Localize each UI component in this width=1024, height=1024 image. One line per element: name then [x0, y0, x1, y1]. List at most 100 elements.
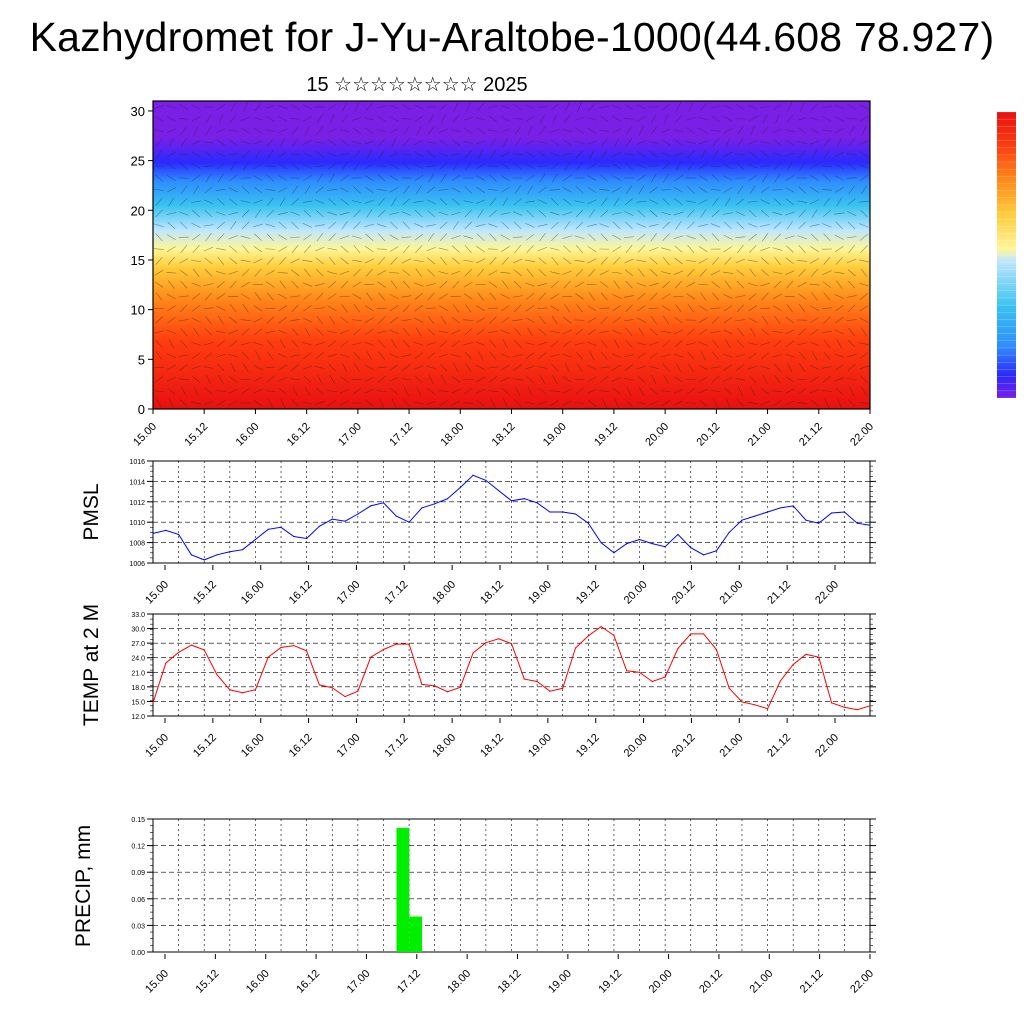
data-point	[472, 652, 474, 654]
wind-barb	[513, 364, 522, 371]
wind-barb	[588, 103, 596, 111]
wind-barb	[278, 305, 288, 312]
x-tick-label: 16.12	[287, 579, 315, 607]
wind-barb	[761, 233, 769, 242]
wind-barb	[562, 152, 573, 156]
wind-barb	[698, 283, 709, 286]
wind-barb	[291, 245, 299, 254]
x-tick-label: 17.12	[387, 421, 415, 449]
wind-barb	[588, 209, 595, 218]
x-tick-label: 19.00	[526, 732, 554, 760]
wind-barb	[427, 151, 436, 158]
wind-barb	[277, 105, 288, 109]
wind-barb	[761, 257, 769, 265]
wind-barb	[391, 197, 397, 207]
wind-barb	[736, 280, 744, 289]
wind-barb	[748, 293, 757, 300]
wind-barb	[463, 235, 474, 239]
wind-barb	[265, 105, 276, 109]
wind-barb	[316, 173, 323, 183]
wind-barb	[278, 187, 288, 193]
wind-barb	[773, 198, 782, 206]
wind-barb	[860, 375, 868, 384]
wind-barb	[500, 175, 510, 181]
data-point	[242, 692, 244, 694]
wind-barb	[821, 390, 832, 393]
wind-barb	[476, 376, 486, 383]
wind-barb	[328, 233, 336, 242]
wind-barb	[823, 233, 831, 242]
wind-barb	[414, 163, 424, 169]
wind-barb	[687, 351, 695, 360]
data-point	[818, 656, 820, 658]
wind-barb	[451, 198, 460, 206]
wind-barb	[402, 162, 411, 170]
wind-barb	[439, 399, 448, 407]
wind-barb	[240, 235, 251, 239]
wind-barb	[663, 114, 669, 124]
wind-barb	[389, 163, 399, 170]
wind-barb	[698, 305, 708, 312]
wind-barb	[178, 153, 189, 155]
wind-barb	[575, 186, 584, 194]
data-point	[472, 474, 474, 476]
wind-barb	[611, 212, 622, 215]
wind-barb	[564, 221, 571, 230]
wind-barb	[798, 150, 806, 159]
wind-barb	[414, 352, 423, 359]
wind-barb	[773, 139, 782, 146]
wind-barb	[538, 328, 547, 336]
wind-barb	[513, 198, 522, 206]
wind-barb	[648, 365, 659, 370]
wind-barb	[823, 150, 831, 159]
wind-barb	[661, 271, 672, 275]
wind-barb	[291, 304, 299, 313]
wind-barb	[500, 151, 510, 158]
wind-barb	[414, 151, 424, 158]
wind-barb	[339, 354, 350, 358]
wind-barb	[859, 401, 869, 405]
wind-barb	[661, 152, 671, 157]
wind-barb	[599, 307, 610, 309]
wind-barb	[191, 401, 202, 405]
wind-barb	[587, 388, 597, 394]
wind-barb	[463, 259, 474, 262]
data-point	[498, 638, 500, 640]
wind-barb	[748, 317, 758, 323]
wind-barb	[737, 126, 744, 135]
wind-barb	[502, 197, 509, 207]
wind-barb	[612, 151, 622, 157]
data-point	[587, 635, 589, 637]
wind-barb	[686, 235, 696, 240]
wind-barb	[613, 197, 620, 207]
wind-barb	[254, 209, 261, 218]
wind-barb	[698, 127, 708, 134]
wind-barb	[859, 259, 869, 263]
wind-barb	[625, 399, 633, 407]
wind-barb	[166, 246, 176, 252]
x-tick-label: 15.00	[131, 421, 159, 449]
y-tick-label: 0.15	[131, 817, 145, 824]
wind-barb	[291, 280, 299, 289]
wind-barb	[253, 364, 263, 371]
wind-barb	[822, 281, 832, 288]
wind-barb	[698, 175, 708, 181]
wind-barb	[415, 245, 423, 253]
wind-barb	[193, 125, 199, 136]
wind-barb	[614, 398, 619, 408]
wind-barb	[772, 271, 783, 275]
wind-barb	[525, 223, 535, 228]
wind-barb	[698, 258, 708, 264]
wind-barb	[749, 268, 756, 277]
wind-barb	[637, 209, 646, 218]
wind-barb	[488, 105, 498, 109]
wind-barb	[848, 327, 855, 337]
wind-barb	[463, 281, 473, 288]
x-tick-label: 19.12	[574, 579, 602, 607]
wind-barb	[539, 114, 546, 124]
wind-barb	[772, 354, 783, 358]
wind-barb	[351, 200, 362, 204]
wind-barb	[352, 281, 362, 288]
wind-barb	[478, 149, 484, 159]
